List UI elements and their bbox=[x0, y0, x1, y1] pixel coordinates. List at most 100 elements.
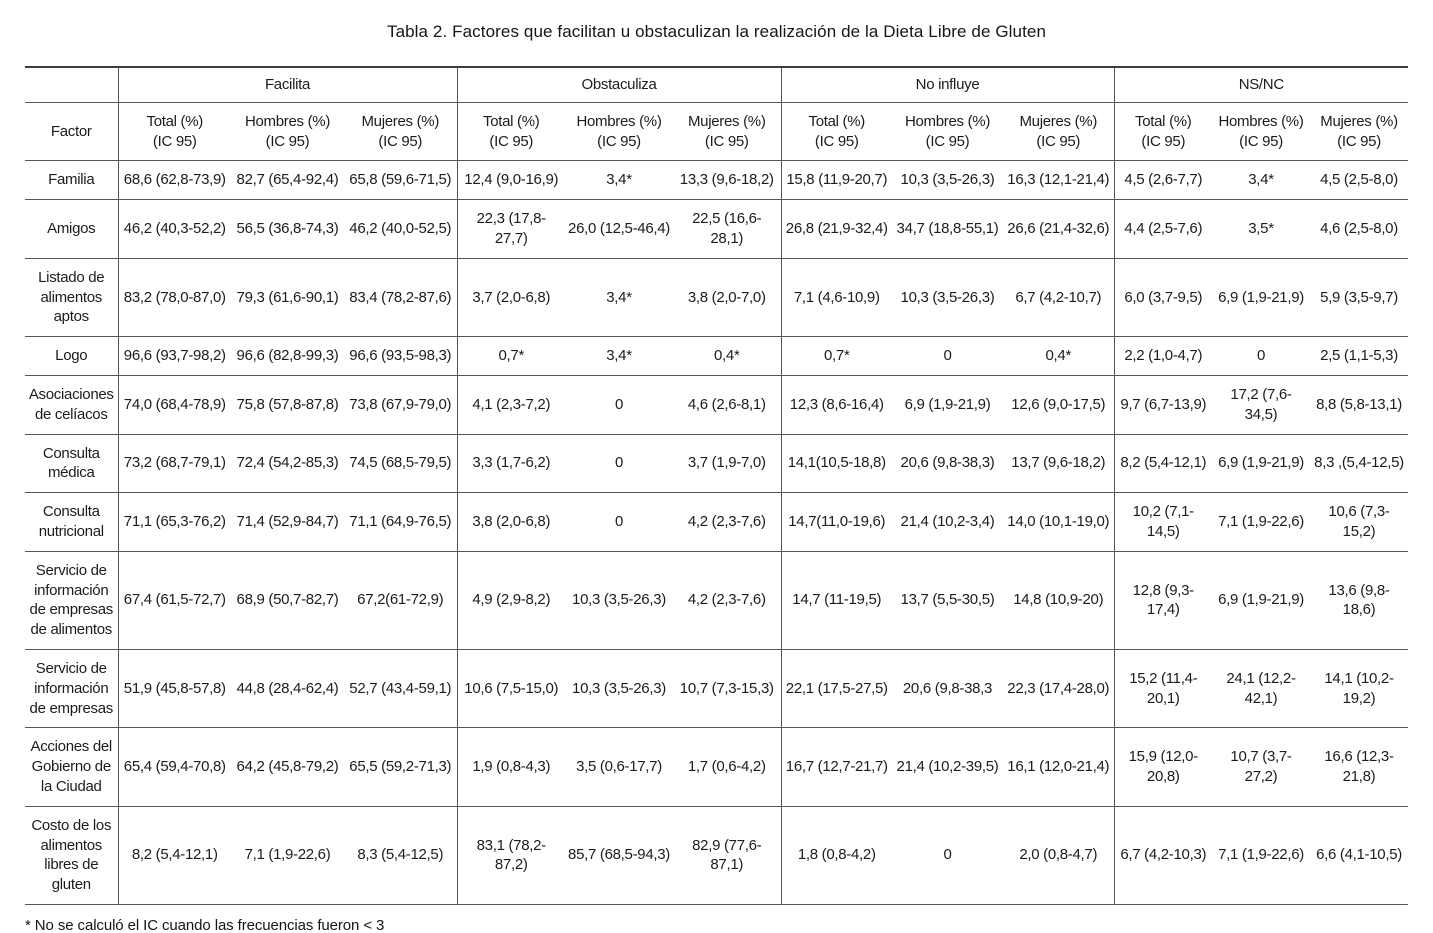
value-cell: 6,7 (4,2-10,3) bbox=[1113, 806, 1213, 905]
column-header: Total (%) (IC 95) bbox=[780, 102, 892, 162]
value-cell: 1,7 (0,6-4,2) bbox=[673, 727, 781, 807]
column-header: Mujeres (%) (IC 95) bbox=[1310, 102, 1409, 162]
value-cell: 96,6 (82,8-99,3) bbox=[231, 336, 344, 376]
value-cell: 4,2 (2,3-7,6) bbox=[673, 492, 781, 552]
value-cell: 26,8 (21,9-32,4) bbox=[780, 199, 892, 259]
factor-cell: Consulta nutricional bbox=[25, 492, 118, 552]
value-cell: 0,4* bbox=[1003, 336, 1115, 376]
value-cell: 2,0 (0,8-4,7) bbox=[1003, 806, 1115, 905]
value-cell: 16,7 (12,7-21,7) bbox=[780, 727, 892, 807]
value-cell: 14,7 (11-19,5) bbox=[780, 551, 892, 650]
table-footnote: * No se calculó el IC cuando las frecuen… bbox=[25, 916, 385, 933]
value-cell: 65,5 (59,2-71,3) bbox=[344, 727, 457, 807]
value-cell: 10,6 (7,3-15,2) bbox=[1310, 492, 1409, 552]
value-cell: 14,7(11,0-19,6) bbox=[780, 492, 892, 552]
value-cell: 16,1 (12,0-21,4) bbox=[1003, 727, 1115, 807]
column-header: Hombres (%) (IC 95) bbox=[1212, 102, 1311, 162]
value-cell: 10,3 (3,5-26,3) bbox=[892, 160, 1003, 201]
value-cell: 14,8 (10,9-20) bbox=[1003, 551, 1115, 650]
factor-column-header: Factor bbox=[25, 102, 118, 162]
group-header: Obstaculiza bbox=[456, 67, 781, 103]
value-cell: 71,1 (64,9-76,5) bbox=[344, 492, 457, 552]
value-cell: 3,5* bbox=[1212, 199, 1311, 259]
value-cell: 8,3 ,(5,4-12,5) bbox=[1310, 434, 1409, 494]
column-header: Hombres (%) (IC 95) bbox=[892, 102, 1003, 162]
value-cell: 6,7 (4,2-10,7) bbox=[1003, 258, 1115, 338]
factor-cell: Acciones del Gobierno de la Ciudad bbox=[25, 727, 118, 807]
value-cell: 4,1 (2,3-7,2) bbox=[456, 375, 565, 435]
column-header-ic-label: (IC 95) bbox=[597, 132, 641, 150]
value-cell: 14,1(10,5-18,8) bbox=[780, 434, 892, 494]
value-cell: 22,3 (17,8-27,7) bbox=[456, 199, 565, 259]
value-cell: 1,9 (0,8-4,3) bbox=[456, 727, 565, 807]
value-cell: 10,3 (3,5-26,3) bbox=[892, 258, 1003, 338]
column-header: Total (%) (IC 95) bbox=[456, 102, 565, 162]
column-header: Mujeres (%) (IC 95) bbox=[344, 102, 457, 162]
value-cell: 74,5 (68,5-79,5) bbox=[344, 434, 457, 494]
value-cell: 96,6 (93,5-98,3) bbox=[344, 336, 457, 376]
value-cell: 8,3 (5,4-12,5) bbox=[344, 806, 457, 905]
group-header: NS/NC bbox=[1113, 67, 1409, 103]
value-cell: 21,4 (10,2-39,5) bbox=[892, 727, 1003, 807]
value-cell: 16,6 (12,3-21,8) bbox=[1310, 727, 1409, 807]
value-cell: 7,1 (1,9-22,6) bbox=[1212, 806, 1311, 905]
column-header: Mujeres (%) (IC 95) bbox=[1003, 102, 1115, 162]
column-header-ic-label: (IC 95) bbox=[814, 132, 859, 150]
value-cell: 3,7 (2,0-6,8) bbox=[456, 258, 565, 338]
value-cell: 83,4 (78,2-87,6) bbox=[344, 258, 457, 338]
value-cell: 56,5 (36,8-74,3) bbox=[231, 199, 344, 259]
value-cell: 0,7* bbox=[780, 336, 892, 376]
value-cell: 72,4 (54,2-85,3) bbox=[231, 434, 344, 494]
value-cell: 0,7* bbox=[456, 336, 565, 376]
value-cell: 46,2 (40,3-52,2) bbox=[117, 199, 231, 259]
column-header-label: Total (%) bbox=[483, 112, 540, 130]
value-cell: 6,6 (4,1-10,5) bbox=[1310, 806, 1409, 905]
value-cell: 12,8 (9,3-17,4) bbox=[1113, 551, 1213, 650]
value-cell: 12,3 (8,6-16,4) bbox=[780, 375, 892, 435]
factor-cell: Logo bbox=[25, 336, 118, 376]
value-cell: 96,6 (93,7-98,2) bbox=[117, 336, 231, 376]
value-cell: 73,8 (67,9-79,0) bbox=[344, 375, 457, 435]
column-header-ic-label: (IC 95) bbox=[152, 132, 197, 150]
column-header-ic-label: (IC 95) bbox=[1337, 132, 1381, 150]
table-head: Facilita Obstaculiza No influye NS/NC Facto… bbox=[25, 67, 1409, 162]
value-cell: 10,7 (7,3-15,3) bbox=[673, 649, 781, 729]
group-header: No influye bbox=[780, 67, 1115, 103]
value-cell: 52,7 (43,4-59,1) bbox=[344, 649, 457, 729]
value-cell: 15,9 (12,0-20,8) bbox=[1113, 727, 1213, 807]
value-cell: 6,9 (1,9-21,9) bbox=[1212, 551, 1311, 650]
value-cell: 16,3 (12,1-21,4) bbox=[1003, 160, 1115, 201]
value-cell: 3,7 (1,9-7,0) bbox=[673, 434, 781, 494]
factor-cell: Amigos bbox=[25, 199, 118, 259]
value-cell: 5,9 (3,5-9,7) bbox=[1310, 258, 1409, 338]
value-cell: 13,6 (9,8-18,6) bbox=[1310, 551, 1409, 650]
factor-cell: Consulta médica bbox=[25, 434, 118, 494]
value-cell: 7,1 (1,9-22,6) bbox=[1212, 492, 1311, 552]
value-cell: 0 bbox=[892, 806, 1003, 905]
column-header-label: Hombres (%) bbox=[244, 112, 331, 130]
column-header-ic-label: (IC 95) bbox=[1239, 132, 1283, 150]
value-cell: 34,7 (18,8-55,1) bbox=[892, 199, 1003, 259]
value-cell: 20,6 (9,8-38,3) bbox=[892, 434, 1003, 494]
column-header-ic-label: (IC 95) bbox=[1036, 132, 1081, 150]
value-cell: 6,9 (1,9-21,9) bbox=[892, 375, 1003, 435]
value-cell: 68,6 (62,8-73,9) bbox=[117, 160, 231, 201]
factors-table: Facilita Obstaculiza No influye NS/NC Facto… bbox=[25, 66, 1409, 905]
value-cell: 9,7 (6,7-13,9) bbox=[1113, 375, 1213, 435]
value-cell: 2,5 (1,1-5,3) bbox=[1310, 336, 1409, 376]
value-cell: 13,7 (9,6-18,2) bbox=[1003, 434, 1115, 494]
value-cell: 4,2 (2,3-7,6) bbox=[673, 551, 781, 650]
column-header-ic-label: (IC 95) bbox=[925, 132, 970, 150]
factor-cell: Familia bbox=[25, 160, 118, 201]
value-cell: 0 bbox=[565, 434, 673, 494]
column-header-ic-label: (IC 95) bbox=[489, 132, 534, 150]
column-header-ic-label: (IC 95) bbox=[1141, 132, 1186, 150]
column-header-label: Mujeres (%) bbox=[361, 112, 440, 130]
value-cell: 24,1 (12,2-42,1) bbox=[1212, 649, 1311, 729]
factor-cell: Servicio de información de empresas de a… bbox=[25, 551, 118, 650]
value-cell: 73,2 (68,7-79,1) bbox=[117, 434, 231, 494]
corner-cell bbox=[25, 67, 118, 103]
value-cell: 22,1 (17,5-27,5) bbox=[780, 649, 892, 729]
table-row: Logo 96,6 (93,7-98,2) 96,6 (82,8-99,3) 96,6… bbox=[25, 336, 1409, 376]
table-row: Costo de los alimentos libres de gluten 8… bbox=[25, 806, 1409, 905]
